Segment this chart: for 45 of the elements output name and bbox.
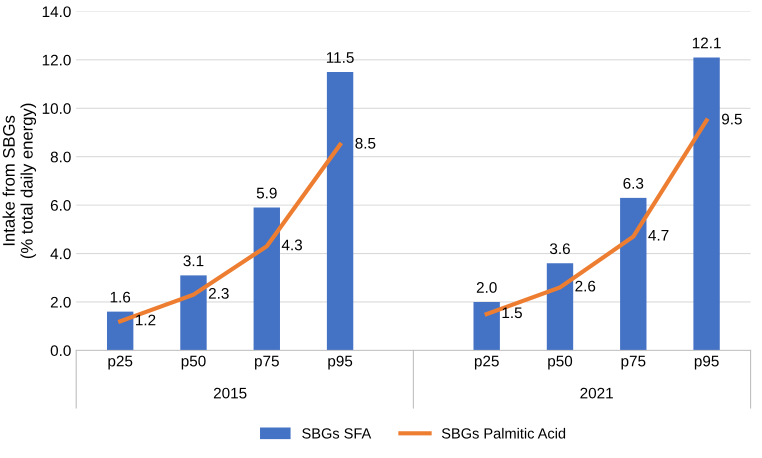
bar <box>254 208 280 350</box>
y-tick-label: 12.0 <box>42 54 71 66</box>
text: 2015 <box>214 388 246 399</box>
bar <box>326 72 354 350</box>
legend-label: SBGs SFA <box>302 428 372 439</box>
data-label: 4.3 <box>282 240 302 250</box>
data-label: 3.1 <box>183 255 204 266</box>
data-label: 5.9 <box>256 188 277 198</box>
x-tick-label: p95 <box>694 356 719 370</box>
y-tick-label: 6.0 <box>50 200 71 211</box>
y-tick-label: 2.0 <box>50 296 71 308</box>
bar <box>106 312 134 350</box>
text: 2021 <box>580 388 613 399</box>
data-label: 4.7 <box>648 230 668 241</box>
data-label: 9.5 <box>722 114 742 124</box>
data-label: 12.1 <box>692 38 721 48</box>
x-tick-label: p95 <box>328 356 352 370</box>
data-label: 2.6 <box>575 280 596 292</box>
data-label: 2.0 <box>476 282 497 293</box>
bar <box>473 302 500 350</box>
x-tick-label: p50 <box>182 356 206 370</box>
data-label: 1.2 <box>136 314 156 326</box>
data-label: 2.3 <box>208 288 229 299</box>
x-tick-label: p50 <box>548 356 572 370</box>
x-tick-label: p25 <box>108 356 132 370</box>
x-tick-label: p75 <box>255 356 279 370</box>
data-label: 8.5 <box>355 138 376 149</box>
y-tick-label: 4.0 <box>50 248 71 260</box>
y-axis-title: Intake from SBGs (% total daily energy) <box>2 104 36 258</box>
y-tick-label: 10.0 <box>42 103 71 114</box>
data-label: 3.6 <box>550 243 570 254</box>
y-tick-label: 8.0 <box>50 152 71 162</box>
bar <box>620 198 646 350</box>
data-label: 6.3 <box>623 178 644 189</box>
x-tick-label: p25 <box>474 356 499 370</box>
bar <box>180 275 207 350</box>
y-tick-label: 14.0 <box>42 6 71 18</box>
y-tick-label: 0.0 <box>50 345 71 356</box>
legend-label: SBGs Palmitic Acid <box>442 428 566 439</box>
data-label: 1.5 <box>502 307 522 318</box>
x-tick-label: p75 <box>622 356 646 370</box>
bar <box>693 57 720 350</box>
bar <box>546 263 574 350</box>
data-label: 1.6 <box>110 292 130 303</box>
data-label: 11.5 <box>326 52 354 63</box>
